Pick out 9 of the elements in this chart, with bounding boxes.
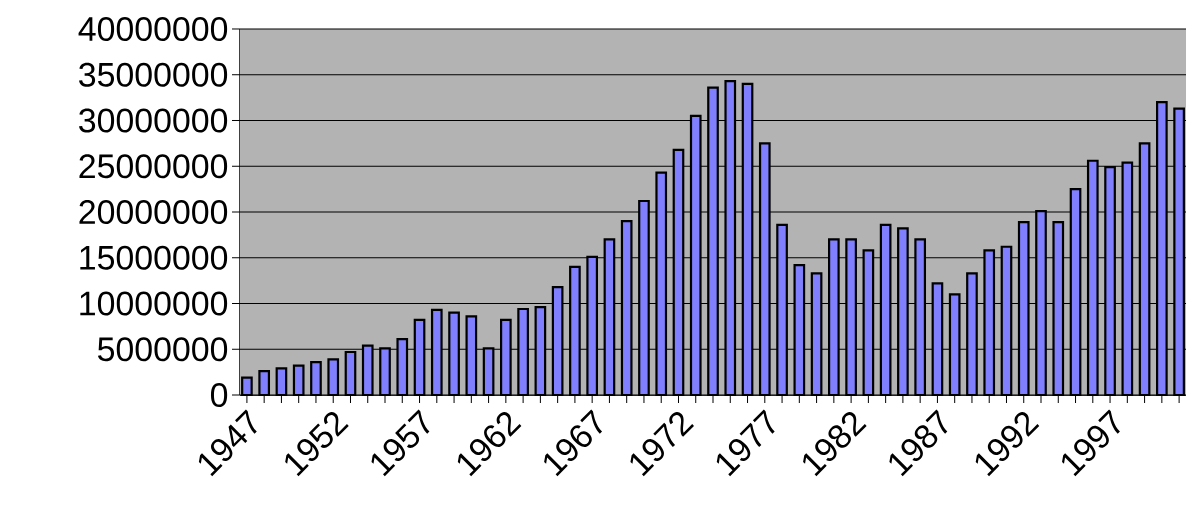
y-tick-label: 5000000 (97, 337, 228, 362)
y-tick-label: 30000000 (79, 108, 228, 133)
y-tick-label: 40000000 (78, 17, 228, 41)
y-tick-label: 0 (210, 383, 228, 407)
y-tick-label: 20000000 (79, 200, 228, 224)
y-tick-label: 15000000 (80, 245, 228, 270)
y-tick-label: 25000000 (79, 154, 228, 179)
y-tick-label: 10000000 (80, 291, 228, 316)
y-tick-label: 35000000 (79, 62, 228, 87)
